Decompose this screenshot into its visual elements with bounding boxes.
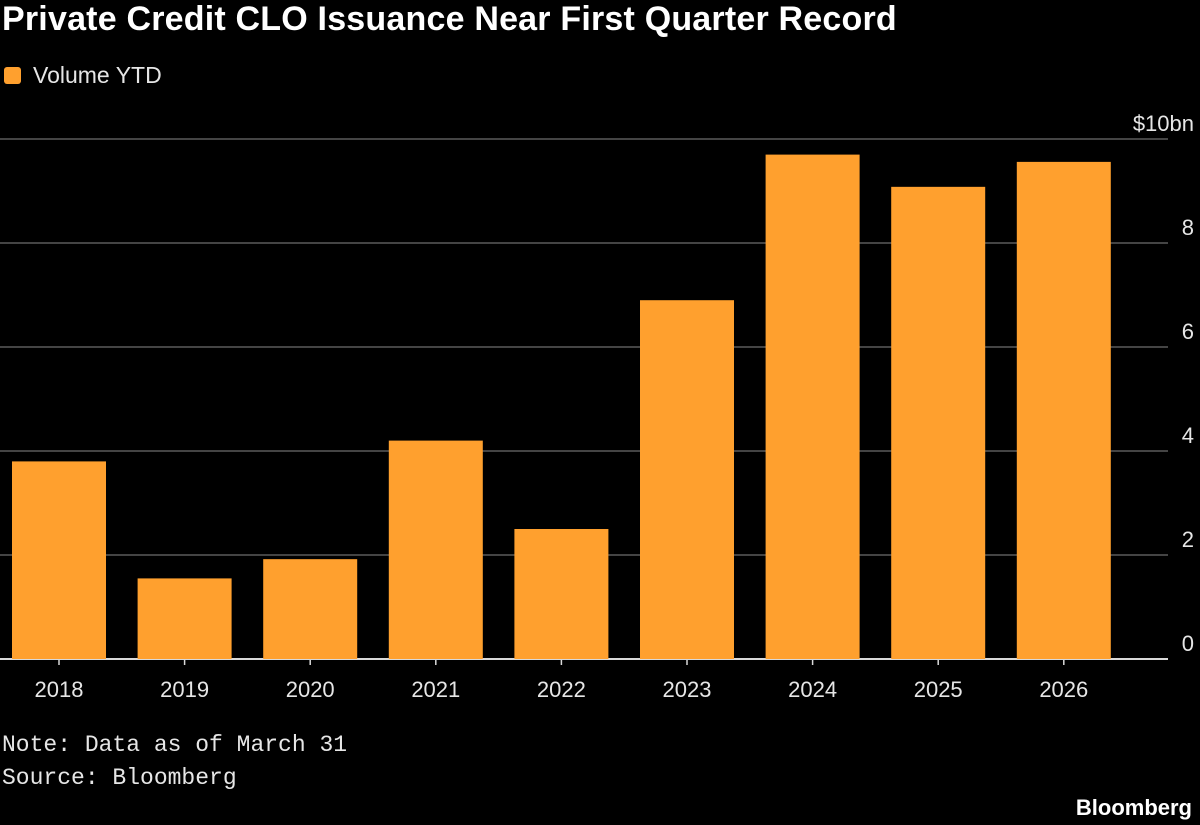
bar-2024 (765, 154, 860, 659)
bar-2019 (137, 578, 232, 659)
chart-title: Private Credit CLO Issuance Near First Q… (2, 0, 897, 38)
legend-label: Volume YTD (33, 62, 162, 88)
chart-note: Note: Data as of March 31 (2, 732, 348, 758)
y-tick-label: 4 (1182, 423, 1194, 448)
x-tick-label: 2023 (663, 677, 712, 702)
y-tick-label: 0 (1182, 631, 1194, 656)
x-tick-label: 2018 (35, 677, 84, 702)
bars (12, 154, 1111, 659)
x-tick-label: 2022 (537, 677, 586, 702)
bar-2025 (891, 186, 986, 659)
bar-2021 (388, 440, 483, 659)
legend: Volume YTD (4, 62, 162, 89)
bar-2020 (263, 559, 358, 659)
bar-2023 (640, 300, 734, 659)
x-tick-label: 2026 (1039, 677, 1088, 702)
x-tick-label: 2020 (286, 677, 335, 702)
chart-source: Source: Bloomberg (2, 765, 237, 791)
x-tick-label: 2024 (788, 677, 837, 702)
x-tick-label: 2025 (914, 677, 963, 702)
legend-swatch (4, 67, 21, 84)
y-tick-label: 6 (1182, 319, 1194, 344)
bloomberg-logo: Bloomberg (1075, 795, 1192, 820)
y-tick-labels: 0 2 4 6 8 $10bn (1133, 111, 1194, 656)
bar-2026 (1016, 161, 1111, 659)
bar-2022 (514, 529, 609, 659)
y-tick-label: 2 (1182, 527, 1194, 552)
y-tick-label: 8 (1182, 215, 1194, 240)
y-tick-label: $10bn (1133, 111, 1194, 136)
x-tick-labels: 2018 2019 2020 2021 2022 2023 2024 2025 2026 (35, 659, 1088, 702)
x-tick-label: 2019 (160, 677, 209, 702)
bar-2018 (12, 461, 106, 659)
x-tick-label: 2021 (411, 677, 460, 702)
